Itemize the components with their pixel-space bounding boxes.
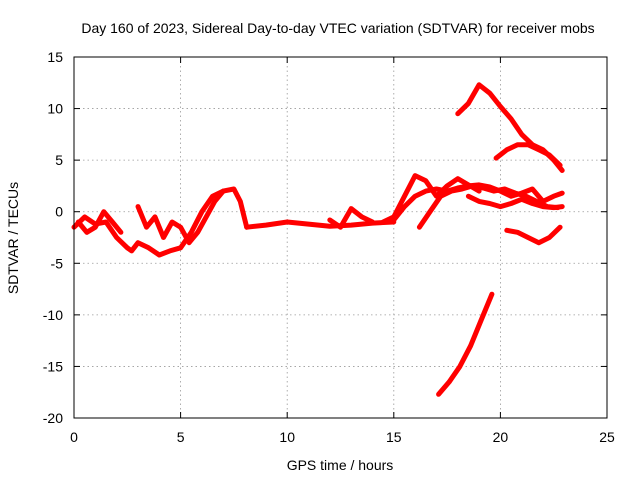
y-tick-label: 15 (47, 49, 63, 65)
x-axis-label: GPS time / hours (287, 457, 394, 473)
y-tick-label: 5 (55, 152, 63, 168)
y-axis-label: SDTVAR / TECUs (5, 182, 21, 294)
series-track-b (75, 209, 124, 235)
series-track-c (135, 188, 226, 246)
x-tick-label: 25 (599, 429, 615, 445)
y-tick-label: -10 (43, 307, 63, 323)
series-track-d (244, 219, 397, 230)
series-track-l (504, 224, 563, 246)
series-track-k (493, 142, 563, 168)
y-tick-label: -5 (51, 255, 64, 271)
series-track-h (416, 183, 561, 230)
y-tick-label: 0 (55, 204, 63, 220)
series-track-i (465, 193, 565, 211)
x-tick-label: 5 (177, 429, 185, 445)
x-tick-label: 20 (493, 429, 509, 445)
plot-frame (73, 56, 608, 419)
chart-title: Day 160 of 2023, Sidereal Day-to-day VTE… (81, 20, 594, 36)
y-tick-label: -20 (43, 410, 63, 426)
x-tick-label: 0 (70, 429, 78, 445)
x-tick-label: 15 (386, 429, 402, 445)
data-series (71, 82, 565, 397)
series-track-j (455, 82, 565, 173)
x-tick-label: 10 (279, 429, 295, 445)
series-track-m (436, 291, 495, 397)
y-tick-label: 10 (47, 101, 63, 117)
axis-ticks: 0 5 10 15 20 25 -20 -15 -10 -5 0 5 10 15 (43, 49, 615, 445)
series-track-e (327, 206, 375, 230)
y-tick-label: -15 (43, 358, 63, 374)
grid (74, 57, 607, 418)
